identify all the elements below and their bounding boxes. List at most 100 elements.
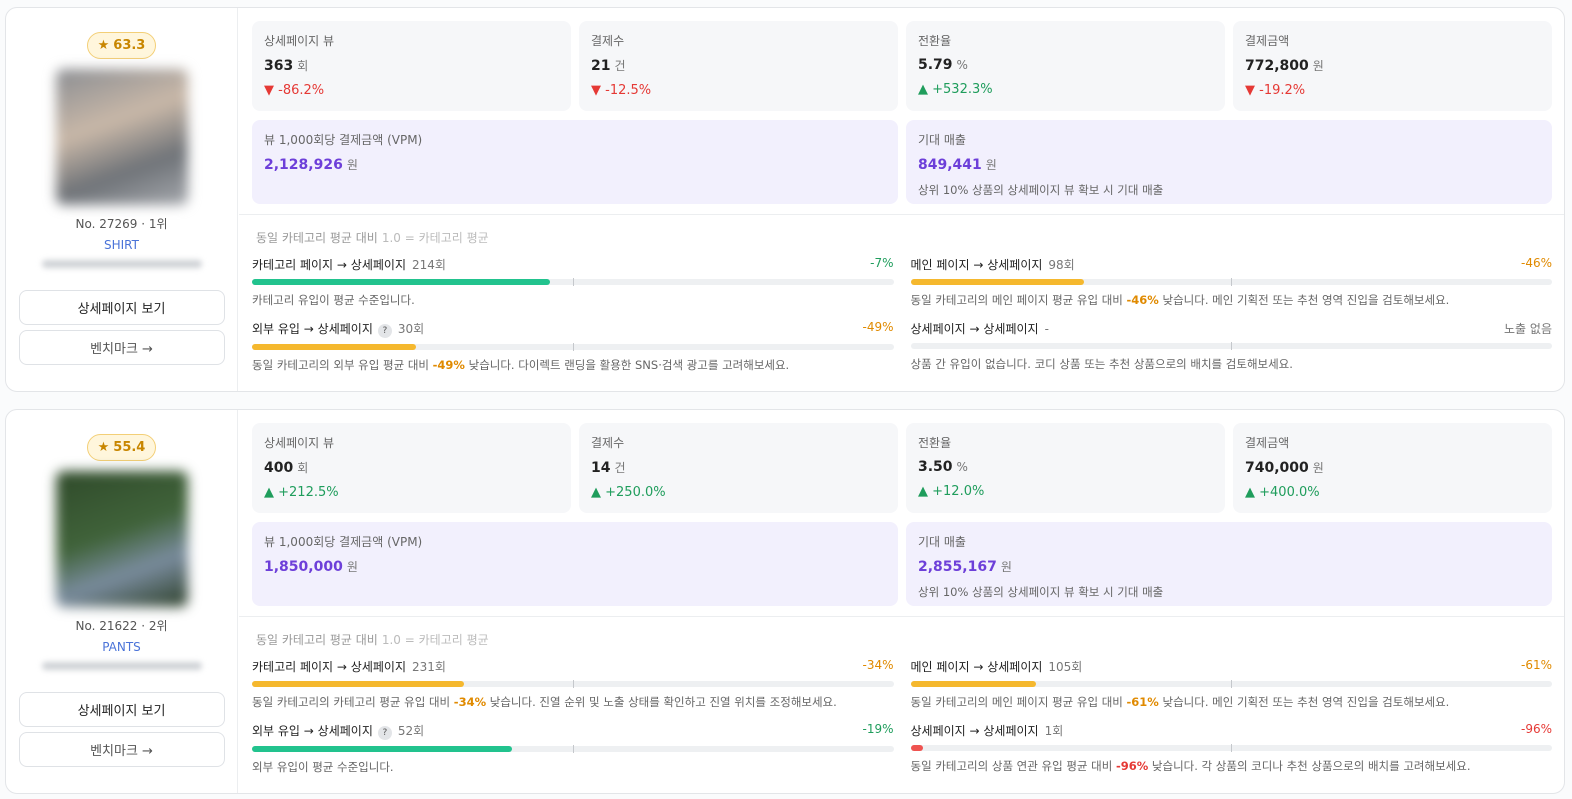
expected-number: 2,855,167 [918,559,997,575]
metric-box: 전환율 5.79% ▲ +532.3% [906,21,1225,111]
average-marker [1231,342,1233,350]
vpm-value: 2,128,926 원 [264,156,886,173]
metric-unit: 원 [1312,59,1324,73]
expected-unit: 원 [1000,560,1012,574]
change-value: +250.0% [605,485,666,500]
flow-header: 상세페이지 → 상세페이지 - 노출 없음 [911,320,1553,337]
flow-bar-track [252,278,894,286]
expected-unit: 원 [985,158,997,172]
flow-bar-track [252,343,894,351]
flow-diff: -46% [1520,256,1552,270]
change-value: +12.0% [932,484,985,499]
detail-button[interactable]: 상세페이지 보기 [18,290,225,325]
vpm-box: 뷰 1,000회당 결제금액 (VPM) 2,128,926 원 [252,120,898,204]
flow-count: 98회 [1048,258,1075,272]
flow-title: 외부 유입 → 상세페이지? 52회 [252,722,424,740]
expected-label: 기대 매출 [918,535,966,549]
flow-bar-track [910,680,1552,688]
average-marker [572,745,574,753]
flow-message: 동일 카테고리의 메인 페이지 평균 유입 대비 -61% 낮습니다. 메인 기… [911,694,1553,710]
metric-change: ▼ -12.5% [591,83,886,98]
metric-value: 5.79% [918,57,1213,73]
value-row: 뷰 1,000회당 결제금액 (VPM) 1,850,000 원 기대 매출 2,855… [252,522,1552,606]
flow-header: 카테고리 페이지 → 상세페이지 231회 -34% [252,658,894,675]
metric-change: ▲ +212.5% [264,485,559,500]
message-text: 낮습니다. 메인 기획전 또는 추천 영역 진입을 검토해보세요. [1158,695,1450,709]
message-highlight: -46% [1126,293,1159,307]
flow-title: 메인 페이지 → 상세페이지 98회 [911,256,1075,273]
benchmark-button[interactable]: 벤치마크 → [18,330,225,365]
blurred-name [41,260,202,268]
flow-bar [910,279,1084,285]
flow-count: - [1044,322,1049,336]
message-text: 상품 간 유입이 없습니다. 코디 상품 또는 추천 상품으로의 배치를 검토해… [910,357,1293,371]
metrics-panel: 상세페이지 뷰 363 회 ▼ -86.2% 결제수 21 건 ▼ -12.5% 전환율 5.79… [239,8,1564,204]
metric-change: ▼ -86.2% [264,83,559,98]
flow-row: 카테고리 페이지 → 상세페이지 214회 -7% 카테고리 유입이 평균 수준입니다… [252,256,894,308]
product-card: ★ 55.4 No. 21622 · 2위 PANTS 상세페이지 보기 벤치마크 → 상세… [5,409,1565,794]
metric-label: 상세페이지 뷰 [264,436,335,450]
message-text: 낮습니다. 다이렉트 랜딩을 활용한 SNS·검색 광고를 고려해보세요. [464,358,790,372]
product-number: No. 21622 · 2위 [75,619,168,633]
flow-title: 외부 유입 → 상세페이지? 30회 [252,320,424,338]
flow-title: 카테고리 페이지 → 상세페이지 231회 [252,658,446,675]
vpm-unit: 원 [346,158,358,172]
flow-count: 30회 [397,322,425,336]
flow-name: 상세페이지 → 상세페이지 [910,724,1039,738]
expected-number: 849,441 [918,157,982,173]
average-marker [572,343,574,351]
flow-title: 상세페이지 → 상세페이지 1회 [911,722,1064,739]
flow-diff: -96% [1520,722,1552,736]
help-icon[interactable]: ? [377,726,392,740]
flow-count: 52회 [397,724,425,738]
flow-diff: -19% [862,722,894,736]
help-icon[interactable]: ? [377,324,392,338]
flow-diff: 노출 없음 [1504,322,1552,336]
star-icon: ★ [97,38,110,53]
flow-name: 메인 페이지 → 상세페이지 [910,660,1043,674]
metric-change: ▲ +250.0% [591,485,886,500]
flow-count: 214회 [411,258,446,272]
metric-label: 결제금액 [1245,34,1290,48]
flow-name: 상세페이지 → 상세페이지 [910,322,1039,336]
section-header: 동일 카테고리 평균 대비 1.0 = 카테고리 평균 [252,631,1552,648]
flow-title: 카테고리 페이지 → 상세페이지 214회 [252,256,446,273]
metric-value: 740,000 원 [1245,459,1540,476]
message-text: 동일 카테고리의 상품 연관 유입 평균 대비 [910,759,1116,773]
flow-row: 메인 페이지 → 상세페이지 105회 -61% 동일 카테고리의 메인 페이지 평균… [910,658,1553,710]
metric-label: 결제수 [591,34,625,48]
metric-row: 상세페이지 뷰 400 회 ▲ +212.5% 결제수 14 건 ▲ +250.0% 전환율 3.… [252,423,1552,513]
section-note: 1.0 = 카테고리 평균 [381,231,489,245]
message-text: 낮습니다. 진열 순위 및 노출 상태를 확인하고 진열 위치를 조정해보세요. [486,695,837,709]
product-image [55,69,188,205]
message-highlight: -34% [453,695,487,709]
metric-box: 상세페이지 뷰 363 회 ▼ -86.2% [252,21,571,111]
metric-box: 결제수 14 건 ▲ +250.0% [579,423,898,513]
flow-header: 메인 페이지 → 상세페이지 105회 -61% [911,658,1553,675]
benchmark-button[interactable]: 벤치마크 → [18,732,225,767]
metric-number: 400 [264,460,294,476]
product-category: SHIRT [104,238,139,252]
trend-arrow: ▲ [918,484,933,499]
score-badge: ★ 63.3 [86,32,157,59]
flow-message: 외부 유입이 평균 수준입니다. [252,759,894,775]
flow-grid: 카테고리 페이지 → 상세페이지 231회 -34% 동일 카테고리의 카테고리 평균… [252,658,1552,775]
metric-row: 상세페이지 뷰 363 회 ▼ -86.2% 결제수 21 건 ▼ -12.5% 전환율 5.79… [252,21,1552,111]
detail-button[interactable]: 상세페이지 보기 [18,692,225,727]
metric-change: ▲ +12.0% [918,484,1213,499]
message-text: 동일 카테고리의 외부 유입 평균 대비 [252,358,433,372]
vpm-number: 2,128,926 [264,157,343,173]
metric-value: 14 건 [591,459,886,476]
change-value: +212.5% [278,485,339,500]
metric-label: 결제금액 [1245,436,1290,450]
metric-box: 결제금액 772,800 원 ▼ -19.2% [1233,21,1552,111]
flow-message: 상품 간 유입이 없습니다. 코디 상품 또는 추천 상품으로의 배치를 검토해… [911,356,1553,372]
trend-arrow: ▼ [591,83,606,98]
flow-header: 메인 페이지 → 상세페이지 98회 -46% [911,256,1553,273]
flow-title: 메인 페이지 → 상세페이지 105회 [911,658,1083,675]
flow-bar-track [252,745,894,753]
average-marker [1231,744,1233,752]
metric-label: 결제수 [591,436,625,450]
